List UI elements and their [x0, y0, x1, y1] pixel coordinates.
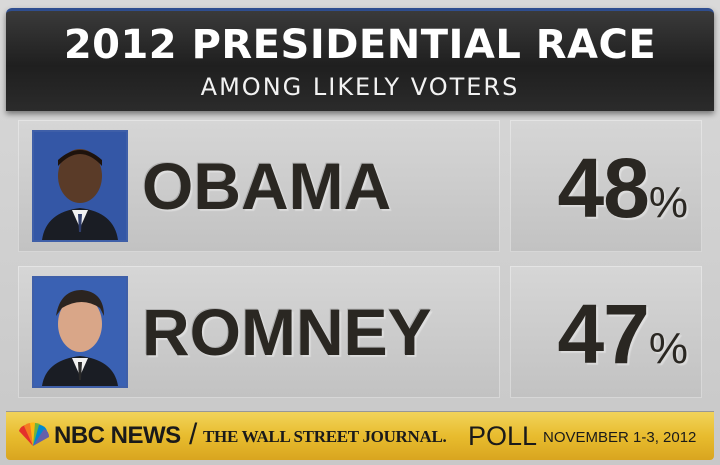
percent-value: 48	[557, 141, 649, 235]
poll-label: POLL	[468, 421, 538, 451]
logo-separator: /	[189, 418, 198, 451]
candidate-percent: 47%	[557, 292, 688, 391]
portrait-icon	[34, 278, 126, 386]
page-subtitle: AMONG LIKELY VOTERS	[200, 73, 520, 101]
percent-sign: %	[648, 178, 688, 227]
candidate-percent-cell: 48%	[510, 120, 702, 252]
candidate-row-romney: ROMNEY 47%	[18, 266, 702, 398]
candidate-name-cell: OBAMA	[18, 120, 500, 252]
candidate-photo-romney	[32, 276, 128, 388]
footer-bar: NBC NEWS / THE WALL STREET JOURNAL. POLL…	[6, 412, 714, 460]
nbc-peacock-icon	[19, 422, 50, 446]
candidate-name: OBAMA	[142, 149, 392, 223]
candidate-name: ROMNEY	[142, 295, 432, 369]
candidate-name-cell: ROMNEY	[18, 266, 500, 398]
candidate-percent: 48%	[557, 146, 688, 245]
candidate-percent-cell: 47%	[510, 266, 702, 398]
header-banner: 2012 PRESIDENTIAL RACE AMONG LIKELY VOTE…	[6, 8, 714, 111]
percent-sign: %	[648, 324, 688, 373]
wsj-logo: THE WALL STREET JOURNAL.	[203, 427, 447, 446]
percent-value: 47	[557, 287, 649, 381]
candidate-row-obama: OBAMA 48%	[18, 120, 702, 252]
poll-date: NOVEMBER 1-3, 2012	[543, 429, 697, 446]
portrait-icon	[34, 132, 126, 240]
nbc-news-logo: NBC NEWS	[54, 422, 181, 449]
candidate-photo-obama	[32, 130, 128, 242]
page-title: 2012 PRESIDENTIAL RACE	[63, 22, 657, 68]
